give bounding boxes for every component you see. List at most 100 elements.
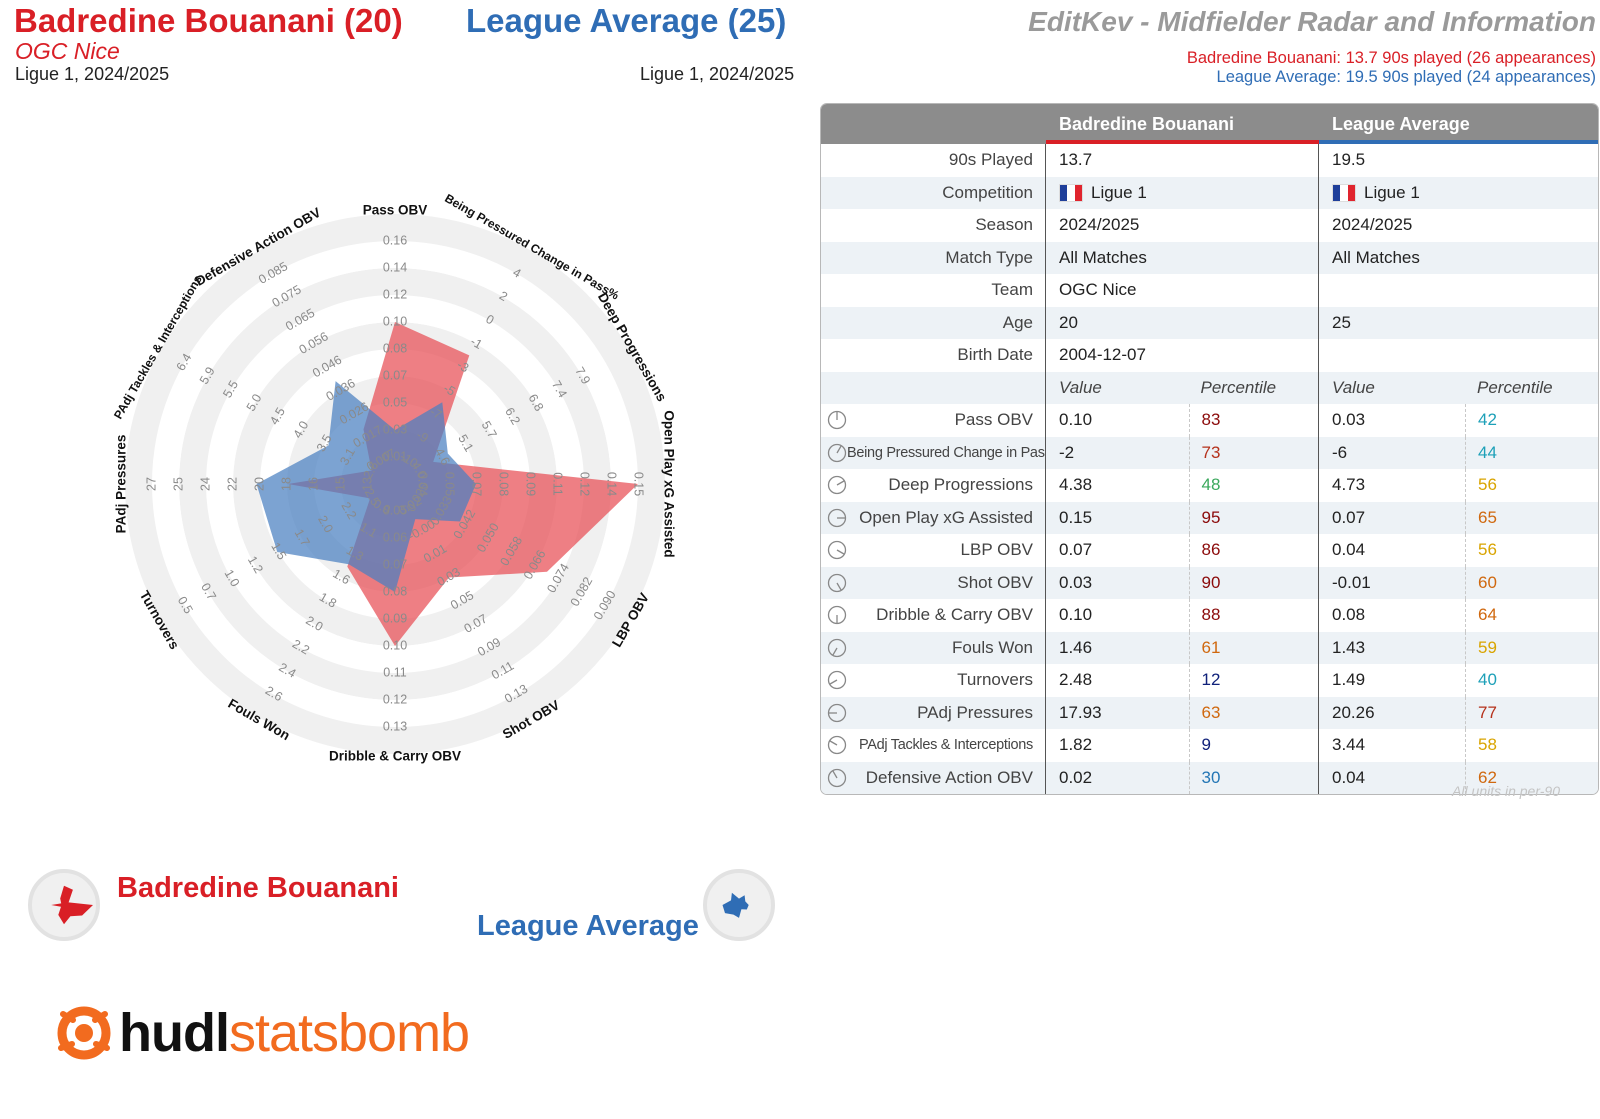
metric-label-cell: PAdj Tackles & Interceptions <box>821 729 1046 762</box>
legend-player-name: Badredine Bouanani <box>117 872 399 904</box>
metric-percentile: 48 <box>1188 469 1319 502</box>
header-player: Badredine Bouanani <box>1046 104 1319 144</box>
header-comparison: League Average <box>1319 104 1598 144</box>
metric-cell-p1: 0.02 30 <box>1046 761 1319 794</box>
dial-icon <box>827 736 847 755</box>
tick-label: 25 <box>171 477 185 491</box>
info-value-p1: 2024/2025 <box>1046 209 1319 242</box>
metric-value: 2.48 <box>1059 670 1093 690</box>
metric-percentile: 95 <box>1188 501 1319 534</box>
metric-cell-p2: 4.73 56 <box>1319 469 1598 502</box>
comparison-title: League Average (25) <box>466 2 787 39</box>
dial-icon <box>827 768 847 787</box>
metric-label-cell: PAdj Pressures <box>821 696 1046 729</box>
metric-row: LBP OBV 0.07 86 0.04 56 <box>821 534 1598 567</box>
metric-cell-p2: 0.08 64 <box>1319 599 1598 632</box>
metric-percentile: 30 <box>1188 761 1319 794</box>
mini-radar-area <box>722 892 749 918</box>
metric-value: 0.07 <box>1332 507 1366 527</box>
tick-label: 0.13 <box>383 719 407 733</box>
tick-label: 0.01 <box>383 449 407 463</box>
metric-label: Shot OBV <box>957 572 1033 592</box>
tick-label: 24 <box>198 477 212 491</box>
metric-label-cell: Deep Progressions <box>821 469 1046 502</box>
metric-label: Fouls Won <box>952 637 1033 657</box>
metric-label: Pass OBV <box>954 410 1033 430</box>
app-title: EditKev - Midfielder Radar and Informati… <box>1028 6 1596 37</box>
metric-cell-p2: 1.43 59 <box>1319 631 1598 664</box>
subheader-cell: Value Percentile <box>1046 371 1319 404</box>
tick-label: 0.07 <box>383 557 407 571</box>
tick-label: 0.08 <box>497 472 511 496</box>
metric-value: 1.82 <box>1059 735 1093 755</box>
info-label: Team <box>821 274 1046 307</box>
info-label: 90s Played <box>821 144 1046 177</box>
metric-cell-p1: 0.15 95 <box>1046 501 1319 534</box>
metric-value: 0.10 <box>1059 605 1093 625</box>
dial-icon <box>827 671 847 690</box>
tick-label: 0.07 <box>383 368 407 382</box>
info-row: Match Type All Matches All Matches <box>821 241 1598 274</box>
info-value-text: 2024/2025 <box>1059 215 1140 235</box>
info-label: Match Type <box>821 241 1046 274</box>
metric-label: Defensive Action OBV <box>865 767 1033 787</box>
metric-value: 0.02 <box>1059 767 1093 787</box>
info-value-p2: Ligue 1 <box>1319 177 1598 210</box>
info-value-text: 2024/2025 <box>1332 215 1413 235</box>
metric-percentile: 62 <box>1465 761 1598 794</box>
metric-value: -0.01 <box>1332 572 1371 592</box>
logo-text-hudl: hudl <box>119 1003 230 1063</box>
metric-percentile: 59 <box>1465 631 1598 664</box>
tick-label: 0.12 <box>383 287 407 301</box>
info-value-p1: 20 <box>1046 306 1319 339</box>
info-value-text: 19.5 <box>1332 150 1366 170</box>
radar-grid-band <box>125 214 665 754</box>
metric-percentile: 42 <box>1465 404 1598 437</box>
france-flag-icon <box>1332 183 1356 202</box>
tick-label: 16 <box>306 477 320 491</box>
info-value-text: All Matches <box>1332 247 1420 267</box>
metric-cell-p1: 0.10 83 <box>1046 404 1319 437</box>
info-value-text: Ligue 1 <box>1091 182 1147 202</box>
metric-label-cell: Shot OBV <box>821 566 1046 599</box>
info-value-p1: 13.7 <box>1046 144 1319 177</box>
axis-label: PAdj Pressures <box>114 435 129 534</box>
metric-row: Turnovers 2.48 12 1.49 40 <box>821 664 1598 697</box>
metric-label: PAdj Pressures <box>917 702 1033 722</box>
info-value-p1: 2004-12-07 <box>1046 339 1319 372</box>
comparison-played-summary: League Average: 19.5 90s played (24 appe… <box>1216 68 1596 86</box>
tick-label: 27 <box>144 477 158 491</box>
metric-cell-p2: -0.01 60 <box>1319 566 1598 599</box>
metric-cell-p2: 3.44 58 <box>1319 729 1598 762</box>
subheader-percentile: Percentile <box>1477 377 1553 397</box>
header-spacer <box>821 104 1046 144</box>
info-value-p2: 19.5 <box>1319 144 1598 177</box>
metric-cell-p1: 0.03 90 <box>1046 566 1319 599</box>
metric-percentile: 64 <box>1465 599 1598 632</box>
info-row: Birth Date 2004-12-07 <box>821 339 1598 372</box>
metric-percentile: 73 <box>1188 436 1319 469</box>
info-row: Age 20 25 <box>821 306 1598 339</box>
metric-value: 0.03 <box>1059 572 1093 592</box>
metric-value: 20.26 <box>1332 702 1375 722</box>
tick-label: 0.07 <box>470 472 484 496</box>
metric-percentile: 12 <box>1188 664 1319 697</box>
statsbomb-logo: hudl statsbomb <box>55 1000 470 1066</box>
metric-label: LBP OBV <box>960 540 1033 560</box>
comparison-radar-icon <box>703 869 775 941</box>
info-value-p1: Ligue 1 <box>1046 176 1319 209</box>
info-value-text: OGC Nice <box>1059 280 1137 300</box>
metric-percentile: 40 <box>1465 664 1598 697</box>
metric-label-cell: Dribble & Carry OBV <box>821 599 1046 632</box>
metric-percentile: 86 <box>1188 534 1319 567</box>
info-row: Competition Ligue 1 Ligue 1 <box>821 176 1598 210</box>
tick-label: 0.11 <box>383 665 406 679</box>
info-row: Season 2024/2025 2024/2025 <box>821 209 1598 242</box>
metric-label: Turnovers <box>957 670 1033 690</box>
metric-value: 0.04 <box>1332 540 1366 560</box>
tick-label: 0.05 <box>383 503 407 517</box>
tick-label: 18 <box>279 477 293 491</box>
units-note: All units in per-90 <box>1452 783 1560 799</box>
metric-label: PAdj Tackles & Interceptions <box>858 737 1033 754</box>
metric-percentile: 44 <box>1465 436 1598 469</box>
